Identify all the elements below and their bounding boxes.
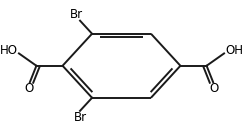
Text: O: O: [24, 82, 33, 95]
Text: O: O: [210, 82, 219, 95]
Text: Br: Br: [70, 8, 83, 21]
Text: HO: HO: [0, 44, 17, 57]
Text: OH: OH: [226, 44, 243, 57]
Text: Br: Br: [73, 111, 87, 124]
